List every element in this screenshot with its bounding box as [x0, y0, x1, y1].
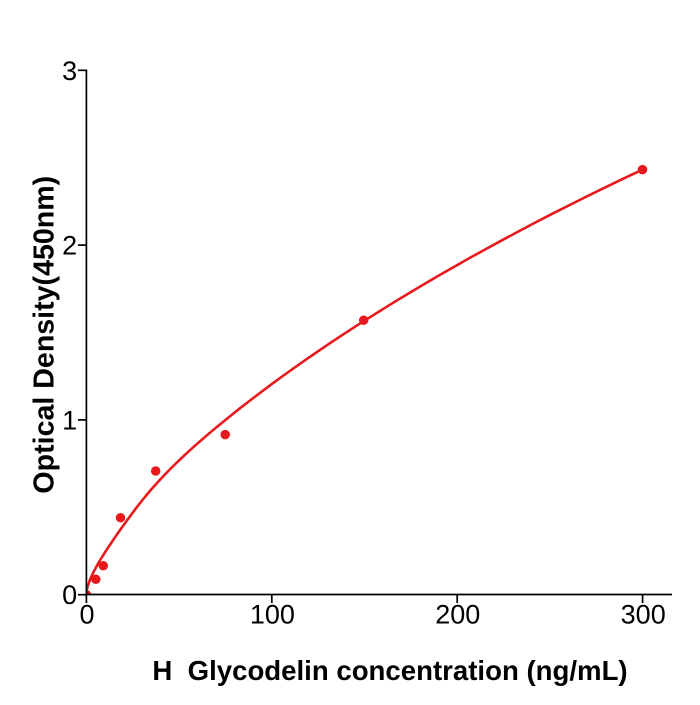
svg-text:300: 300	[621, 600, 666, 630]
svg-text:0: 0	[79, 600, 94, 630]
svg-text:3: 3	[62, 56, 77, 86]
svg-text:0: 0	[62, 580, 77, 610]
svg-text:2: 2	[62, 231, 77, 261]
svg-text:200: 200	[435, 600, 480, 630]
svg-text:100: 100	[250, 600, 295, 630]
svg-text:Optical Density(450nm): Optical Density(450nm)	[29, 176, 61, 494]
svg-text:H Glycodelin concentration (n: H Glycodelin concentration (ng/mL)	[152, 655, 627, 686]
svg-text:1: 1	[62, 405, 77, 435]
